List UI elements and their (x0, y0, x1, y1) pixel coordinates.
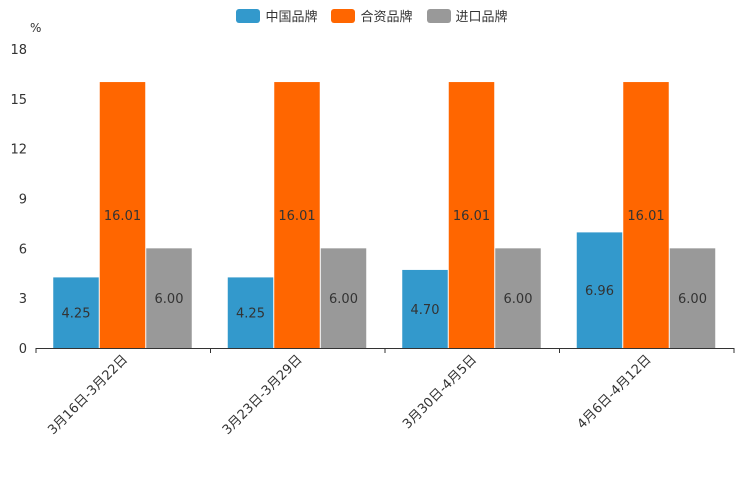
y-tick-label: 15 (10, 93, 27, 108)
data-label: 4.70 (411, 303, 440, 318)
bar (320, 248, 367, 348)
bar (495, 248, 541, 348)
data-label: 4.25 (236, 307, 265, 322)
bar (227, 277, 274, 348)
legend-swatch-joint-venture (331, 8, 356, 23)
y-tick-label: 18 (10, 43, 27, 58)
y-tick-label: 6 (19, 242, 27, 257)
data-label: 16.01 (627, 209, 664, 224)
bar (623, 82, 669, 348)
data-label: 6.00 (155, 292, 184, 307)
legend-item-imported[interactable]: 进口品牌 (426, 6, 508, 25)
legend: 中国品牌 合资品牌 进口品牌 (0, 6, 744, 25)
y-axis-unit: % (30, 21, 42, 35)
data-label: 16.01 (104, 209, 141, 224)
bar (669, 248, 716, 348)
data-label: 4.25 (62, 307, 91, 322)
bar (274, 82, 320, 348)
x-tick-label: 3月23日-3月29日 (220, 352, 306, 438)
bar (99, 82, 146, 348)
x-tick-label: 4月6日-4月12日 (575, 352, 655, 432)
y-tick-label: 12 (10, 143, 27, 158)
bar (448, 82, 495, 348)
bar (402, 269, 448, 348)
legend-label-imported: 进口品牌 (455, 10, 508, 25)
data-label: 6.00 (678, 292, 707, 307)
legend-swatch-imported (426, 8, 451, 23)
data-label: 6.00 (504, 292, 533, 307)
y-tick-label: 0 (19, 342, 27, 357)
bar (146, 248, 192, 348)
data-label: 6.96 (585, 284, 614, 299)
bar (576, 232, 623, 348)
data-label: 16.01 (453, 209, 490, 224)
y-tick-label: 3 (19, 292, 27, 307)
x-tick-label: 3月16日-3月22日 (45, 352, 131, 438)
bar (53, 277, 99, 348)
data-label: 6.00 (329, 292, 358, 307)
legend-item-china[interactable]: 中国品牌 (236, 6, 317, 25)
data-label: 16.01 (278, 209, 315, 224)
legend-label-china: 中国品牌 (265, 10, 318, 25)
legend-label-joint-venture: 合资品牌 (360, 10, 413, 25)
legend-swatch-china (236, 8, 261, 23)
legend-item-joint-venture[interactable]: 合资品牌 (331, 6, 413, 25)
x-tick-label: 3月30日-4月5日 (400, 352, 480, 432)
y-tick-label: 9 (19, 193, 27, 208)
